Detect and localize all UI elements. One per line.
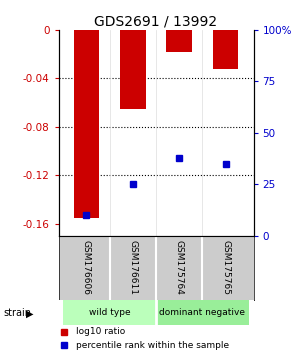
Title: GDS2691 / 13992: GDS2691 / 13992 [94,15,218,29]
Bar [167,30,192,52]
Bar [74,30,99,218]
Text: GSM176611: GSM176611 [128,240,137,295]
Text: log10 ratio: log10 ratio [76,327,125,336]
Text: GSM175764: GSM175764 [175,240,184,295]
Bar [63,300,156,325]
Text: ▶: ▶ [26,308,33,318]
Text: GSM175765: GSM175765 [221,240,230,295]
Bar [156,300,249,325]
Text: wild type: wild type [89,308,130,317]
Bar [120,30,146,109]
Text: percentile rank within the sample: percentile rank within the sample [76,341,229,350]
Text: dominant negative: dominant negative [159,308,245,317]
Text: GSM176606: GSM176606 [82,240,91,295]
Bar [213,30,239,69]
Text: strain: strain [3,308,31,318]
